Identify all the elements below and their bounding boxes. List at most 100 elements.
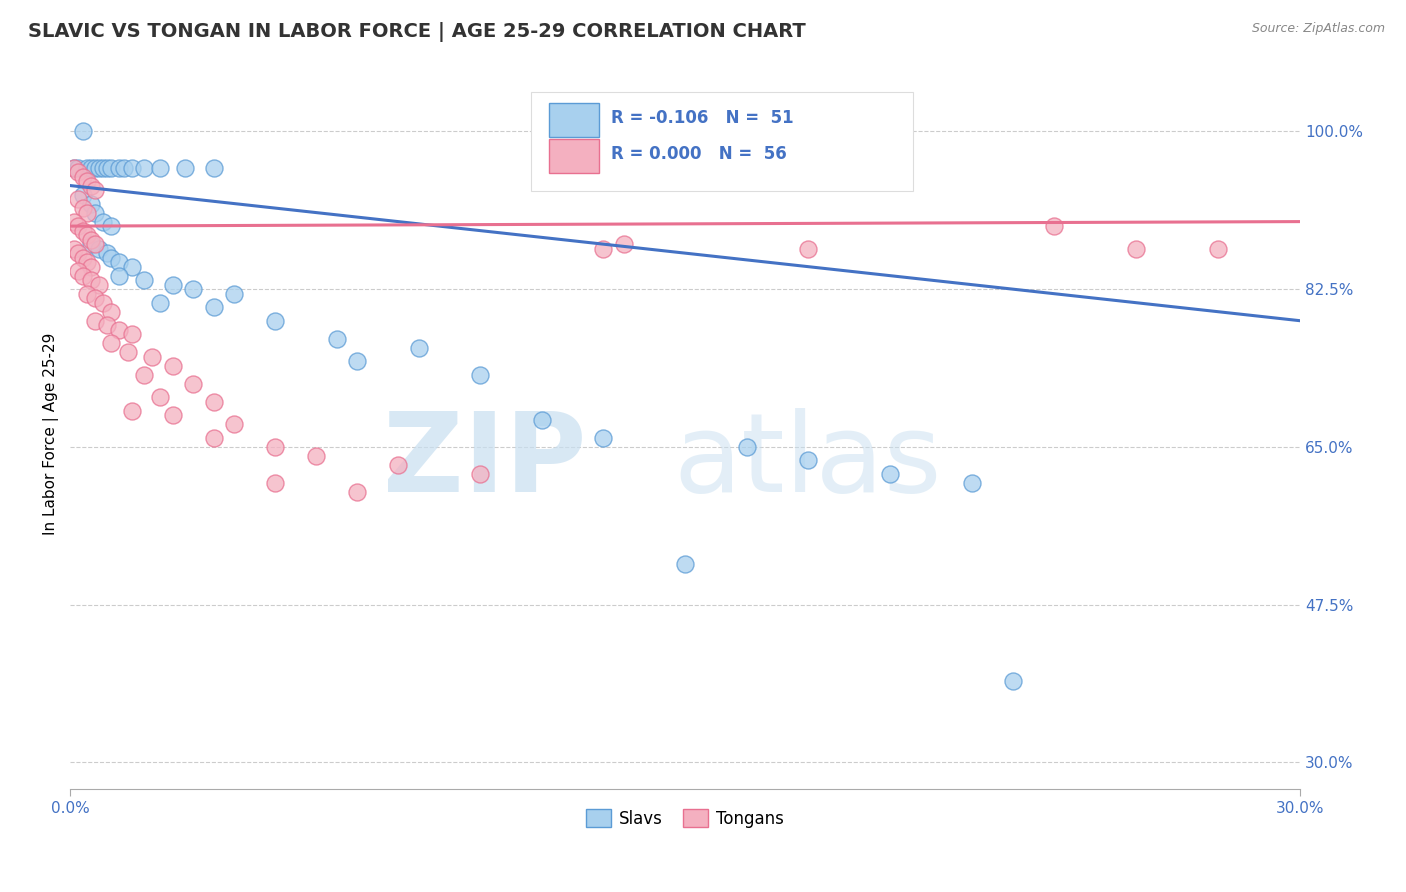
Point: [72, 201, 94, 215]
Point: [80, 233, 103, 247]
Point: [202, 394, 225, 409]
Point: [149, 390, 172, 404]
Point: [76, 228, 98, 243]
Point: [100, 251, 122, 265]
Text: R = -0.106   N =  51: R = -0.106 N = 51: [612, 109, 794, 127]
Point: [100, 304, 122, 318]
Point: [264, 314, 287, 328]
Point: [1206, 242, 1229, 256]
Text: R = 0.000   N =  56: R = 0.000 N = 56: [612, 145, 787, 162]
Point: [1002, 674, 1025, 689]
Point: [83, 314, 105, 328]
Point: [162, 359, 184, 373]
Point: [1043, 219, 1066, 233]
Point: [162, 409, 184, 423]
Text: SLAVIC VS TONGAN IN LABOR FORCE | AGE 25-29 CORRELATION CHART: SLAVIC VS TONGAN IN LABOR FORCE | AGE 25…: [28, 22, 806, 42]
Point: [67, 192, 90, 206]
Point: [67, 264, 90, 278]
Point: [87, 277, 110, 292]
Point: [121, 260, 143, 274]
Point: [592, 242, 614, 256]
Point: [108, 255, 131, 269]
Point: [174, 161, 197, 175]
Point: [83, 291, 105, 305]
Point: [797, 242, 820, 256]
Point: [80, 196, 103, 211]
Point: [613, 237, 636, 252]
Point: [181, 282, 204, 296]
Point: [67, 165, 90, 179]
Point: [87, 242, 110, 256]
Point: [63, 214, 86, 228]
Point: [202, 431, 225, 445]
Point: [112, 161, 135, 175]
Point: [530, 413, 553, 427]
Point: [132, 273, 155, 287]
Point: [346, 484, 368, 499]
Point: [67, 246, 90, 260]
Point: [63, 161, 86, 175]
Point: [1125, 242, 1147, 256]
Point: [76, 174, 98, 188]
Point: [100, 336, 122, 351]
Point: [76, 161, 98, 175]
Point: [108, 268, 131, 283]
Point: [162, 277, 184, 292]
Point: [121, 327, 143, 342]
Point: [80, 178, 103, 193]
Point: [87, 161, 110, 175]
Point: [100, 161, 122, 175]
Point: [202, 300, 225, 314]
Point: [149, 295, 172, 310]
Point: [149, 161, 172, 175]
Point: [141, 350, 163, 364]
FancyBboxPatch shape: [531, 92, 912, 191]
Point: [67, 219, 90, 233]
Point: [72, 187, 94, 202]
Point: [83, 237, 105, 252]
Point: [72, 268, 94, 283]
FancyBboxPatch shape: [548, 138, 599, 173]
Point: [72, 251, 94, 265]
Point: [91, 295, 114, 310]
Point: [121, 161, 143, 175]
Point: [80, 237, 103, 252]
Point: [735, 440, 758, 454]
Point: [91, 161, 114, 175]
Point: [96, 246, 118, 260]
Point: [224, 286, 246, 301]
Point: [879, 467, 901, 481]
Y-axis label: In Labor Force | Age 25-29: In Labor Force | Age 25-29: [44, 332, 59, 534]
Point: [264, 440, 287, 454]
Point: [108, 161, 131, 175]
Point: [797, 453, 820, 467]
Point: [592, 431, 614, 445]
Point: [96, 318, 118, 333]
Point: [305, 449, 328, 463]
Point: [181, 376, 204, 391]
Point: [72, 124, 94, 138]
Point: [108, 323, 131, 337]
Point: [80, 161, 103, 175]
Point: [346, 354, 368, 368]
Point: [72, 224, 94, 238]
Point: [202, 161, 225, 175]
Point: [76, 255, 98, 269]
Point: [132, 368, 155, 382]
Legend: Slavs, Tongans: Slavs, Tongans: [579, 803, 792, 834]
Point: [673, 557, 696, 571]
Point: [100, 219, 122, 233]
Text: atlas: atlas: [673, 409, 942, 516]
Point: [83, 161, 105, 175]
Point: [76, 205, 98, 219]
Point: [264, 475, 287, 490]
Point: [80, 260, 103, 274]
Point: [91, 214, 114, 228]
Point: [325, 332, 347, 346]
Point: [63, 242, 86, 256]
Point: [387, 458, 409, 472]
Point: [83, 205, 105, 219]
Point: [408, 341, 430, 355]
Point: [83, 183, 105, 197]
Text: ZIP: ZIP: [384, 409, 586, 516]
